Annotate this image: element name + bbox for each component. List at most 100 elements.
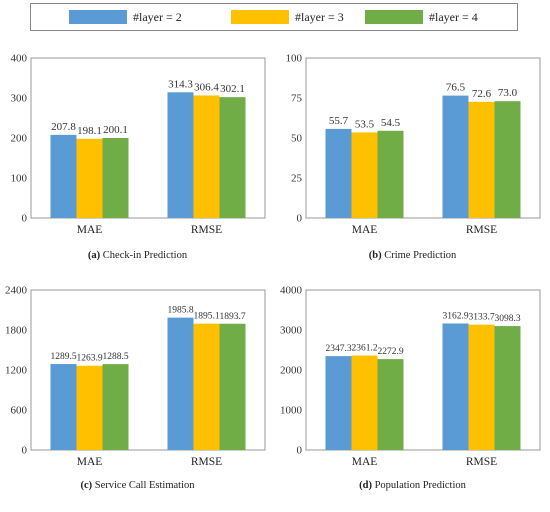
y-tick-label: 0 [297, 213, 303, 225]
bar-rmse-series-0 [442, 323, 469, 450]
y-tick-label: 300 [11, 93, 28, 105]
data-label: 306.4 [194, 81, 219, 93]
data-label: 1893.7 [219, 312, 245, 322]
data-label: 55.7 [329, 115, 349, 127]
data-label: 1985.8 [167, 306, 193, 316]
data-label: 1895.1 [193, 312, 219, 322]
legend-label-layer-3: #layer = 3 [295, 9, 344, 24]
data-label: 3162.9 [442, 311, 468, 321]
y-tick-label: 0 [22, 445, 28, 457]
x-tick-label: RMSE [466, 456, 497, 468]
bar-rmse-series-1 [468, 324, 495, 450]
bar-mae-series-2 [377, 359, 404, 450]
bar-mae-series-1 [351, 355, 378, 450]
bar-rmse-series-2 [494, 101, 521, 218]
y-tick-label: 100 [11, 173, 28, 185]
y-tick-label: 4000 [280, 285, 303, 297]
bar-mae-series-1 [351, 132, 378, 218]
bar-rmse-series-0 [167, 92, 194, 218]
data-label: 3133.7 [468, 313, 494, 323]
y-tick-label: 600 [11, 405, 28, 417]
chart-crime-prediction: 0 25 50 75 100 55.7 53.5 54.5 MAE 76.5 72.6 73.0 RMS… [286, 53, 541, 236]
chart-legend: #layer = 2 #layer = 3 #layer = 4 [30, 3, 518, 31]
data-label: 2347.3 [325, 344, 351, 354]
data-label: 3098.3 [494, 314, 520, 324]
plot-frame [30, 289, 266, 451]
caption-population-prediction: (d) Population Prediction [275, 480, 550, 491]
data-label: 2272.9 [377, 347, 403, 357]
data-label: 207.8 [51, 121, 76, 133]
bar-mae-series-0 [50, 364, 77, 450]
data-label: 198.1 [77, 125, 102, 137]
data-label: 302.1 [220, 83, 245, 95]
x-tick-label: RMSE [466, 224, 497, 236]
data-label: 53.5 [355, 118, 375, 130]
x-tick-label: MAE [77, 456, 103, 468]
data-label: 72.6 [472, 88, 492, 100]
plot-frame [305, 57, 541, 219]
caption-letter: (c) [80, 480, 93, 491]
y-tick-label: 0 [22, 213, 28, 225]
y-tick-label: 1200 [5, 365, 28, 377]
data-label: 1288.5 [102, 352, 128, 362]
legend-swatch-layer-4 [365, 10, 423, 24]
bar-mae-series-0 [325, 128, 352, 218]
bar-rmse-series-2 [219, 97, 246, 218]
plot-frame [305, 289, 541, 451]
bar-rmse-series-1 [193, 95, 220, 218]
x-tick-label: RMSE [191, 456, 222, 468]
caption-text: Check-in Prediction [102, 250, 188, 261]
bar-mae-series-2 [102, 364, 129, 450]
y-tick-label: 2400 [5, 285, 28, 297]
data-label: 76.5 [446, 82, 466, 94]
legend-label-layer-4: #layer = 4 [429, 9, 478, 24]
x-tick-label: MAE [352, 224, 378, 236]
data-label: 1289.5 [50, 352, 76, 362]
data-label: 2361.2 [351, 344, 377, 354]
y-tick-label: 1800 [5, 325, 28, 337]
y-tick-label: 100 [286, 53, 303, 65]
data-label: 200.1 [103, 124, 128, 136]
y-tick-label: 1000 [280, 405, 303, 417]
y-tick-label: 3000 [280, 325, 303, 337]
bar-mae-series-1 [76, 365, 103, 450]
bar-rmse-series-1 [468, 101, 495, 218]
caption-letter: (d) [359, 480, 372, 491]
legend-label-layer-2: #layer = 2 [133, 9, 182, 24]
caption-text: Population Prediction [374, 480, 466, 491]
chart-service-call-estimation: 0 600 1200 1800 2400 1289.5 1263.9 1288.5 MAE 198… [5, 285, 266, 468]
panel-population-prediction: 0 1000 2000 3000 4000 2347.3 2361.2 2272.9 MAE 31… [275, 272, 550, 512]
caption-service-call-estimation: (c) Service Call Estimation [0, 480, 275, 491]
x-tick-label: MAE [352, 456, 378, 468]
y-tick-label: 75 [291, 93, 303, 105]
bar-rmse-series-0 [442, 95, 469, 218]
caption-text: Service Call Estimation [94, 480, 195, 491]
chart-population-prediction: 0 1000 2000 3000 4000 2347.3 2361.2 2272.9 MAE 31… [280, 285, 541, 468]
bar-mae-series-0 [50, 134, 77, 218]
x-tick-label: MAE [77, 224, 103, 236]
legend-item-layer-2: #layer = 2 [69, 10, 182, 24]
bar-mae-series-0 [325, 356, 352, 450]
panel-checkin-prediction: 0 100 200 300 400 207.8 198.1 200.1 MAE 314.3 306.… [0, 40, 275, 280]
data-label: 1263.9 [76, 354, 102, 364]
caption-checkin-prediction: (a) Check-in Prediction [0, 250, 275, 261]
caption-letter: (b) [368, 250, 382, 261]
panel-service-call-estimation: 0 600 1200 1800 2400 1289.5 1263.9 1288.5 MAE 198… [0, 272, 275, 512]
y-tick-label: 200 [11, 133, 28, 145]
y-tick-label: 2000 [280, 365, 303, 377]
legend-swatch-layer-3 [231, 10, 289, 24]
data-label: 54.5 [381, 117, 401, 129]
legend-swatch-layer-2 [69, 10, 127, 24]
legend-item-layer-4: #layer = 4 [365, 10, 478, 24]
caption-letter: (a) [87, 250, 101, 261]
data-label: 73.0 [498, 87, 518, 99]
panel-crime-prediction: 0 25 50 75 100 55.7 53.5 54.5 MAE 76.5 72.6 73.0 RMS… [275, 40, 550, 280]
legend-item-layer-3: #layer = 3 [231, 10, 344, 24]
caption-text: Crime Prediction [384, 250, 457, 261]
plot-frame [30, 57, 266, 219]
bar-rmse-series-2 [219, 323, 246, 450]
bar-mae-series-2 [377, 130, 404, 218]
y-tick-label: 25 [291, 173, 303, 185]
y-tick-label: 0 [297, 445, 303, 457]
bar-rmse-series-2 [494, 326, 521, 450]
